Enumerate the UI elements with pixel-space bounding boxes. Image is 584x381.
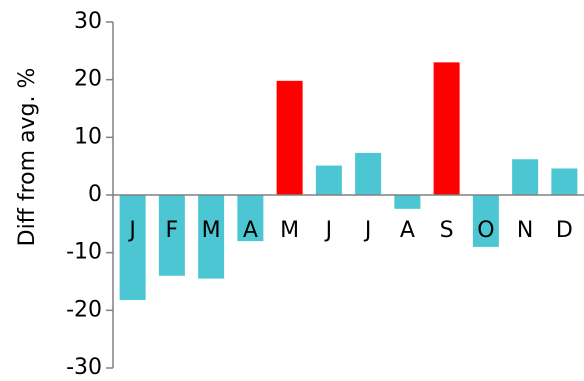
bar-5 [276,80,303,195]
bars [119,62,578,300]
bar-9 [433,62,460,195]
y-tick-label: 10 [74,124,102,149]
bar-1 [119,195,146,300]
category-label: J [363,218,372,243]
category-label: M [202,218,221,243]
bar-6 [315,165,342,195]
bar-3 [198,195,225,279]
y-tick-label: 30 [74,9,102,34]
category-label: A [243,218,258,243]
y-tick-label: -30 [66,355,102,380]
bar-10 [472,195,499,247]
bar-4 [237,195,264,242]
category-label: J [127,218,136,243]
y-axis-label: Diff from avg. % [15,68,40,247]
category-label: A [400,218,415,243]
y-axis: 30 20 10 0 -10 -20 -30 [66,9,114,380]
category-label: J [324,218,333,243]
y-tick-label: -10 [66,240,102,265]
bar-8 [394,195,421,209]
bar-2 [158,195,185,276]
category-label: N [517,218,533,243]
category-label: S [440,218,454,243]
y-tick-label: -20 [66,297,102,322]
category-label: F [166,218,179,243]
y-tick-label: 0 [88,182,102,207]
y-tick-label: 20 [74,67,102,92]
bar-11 [512,159,539,195]
bar-7 [355,152,382,195]
category-label: O [477,218,494,243]
category-label: M [280,218,299,243]
bar-12 [551,168,578,195]
category-label: D [556,218,573,243]
